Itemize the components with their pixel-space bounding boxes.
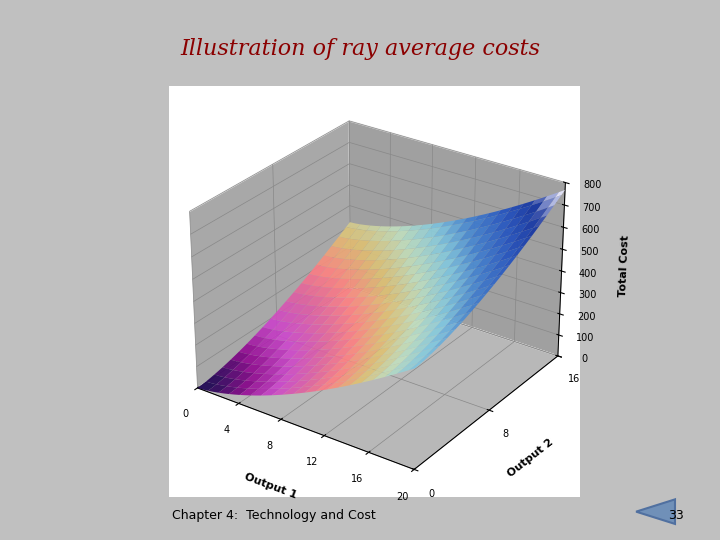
Text: Chapter 4:  Technology and Cost: Chapter 4: Technology and Cost [172,509,375,522]
Text: Illustration of ray average costs: Illustration of ray average costs [180,38,540,60]
Text: 33: 33 [668,509,684,522]
Y-axis label: Output 2: Output 2 [506,436,556,478]
Polygon shape [636,500,675,524]
X-axis label: Output 1: Output 1 [243,472,298,501]
